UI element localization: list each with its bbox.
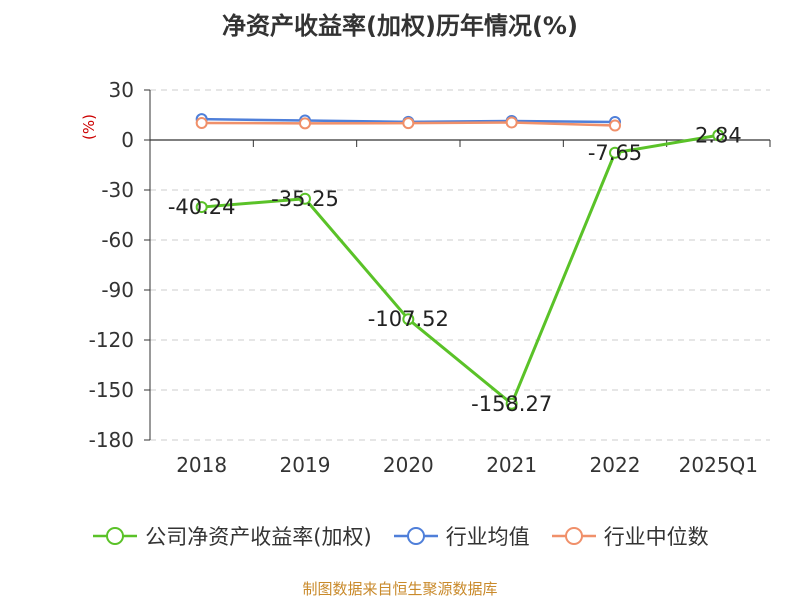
y-tick-label: -90 <box>101 278 134 302</box>
data-point <box>195 117 208 129</box>
legend-swatch-icon <box>393 527 438 545</box>
data-point <box>299 117 311 130</box>
legend-swatch-icon <box>551 527 596 545</box>
data-label: -40.24 <box>168 195 236 219</box>
data-label: -35.25 <box>271 187 339 211</box>
x-tick-label: 2022 <box>590 453 641 477</box>
x-tick-label: 2018 <box>176 453 227 477</box>
x-tick-label: 2020 <box>383 453 434 477</box>
series-line <box>201 133 719 406</box>
series-lines <box>195 113 725 410</box>
x-tick-label: 2025Q1 <box>679 453 758 477</box>
y-tick-label: -120 <box>89 328 134 352</box>
data-label: 2.84 <box>695 123 742 147</box>
y-tick-label: 0 <box>121 128 134 152</box>
legend-label: 行业中位数 <box>603 525 709 549</box>
data-point <box>609 146 621 159</box>
y-unit-label: (%) <box>80 114 98 140</box>
data-point <box>505 116 518 129</box>
y-tick-label: -60 <box>101 228 134 252</box>
data-point <box>402 313 415 326</box>
data-label: -107.52 <box>368 307 449 331</box>
y-tick-label: -150 <box>89 378 134 402</box>
data-label: -158.27 <box>471 392 552 416</box>
data-point <box>712 129 725 142</box>
y-tick-label: -30 <box>101 178 134 202</box>
legend-item[interactable]: 行业均值 <box>392 521 530 551</box>
x-tick-label: 2019 <box>280 453 331 477</box>
y-tick-label: -180 <box>89 428 134 452</box>
legend-label: 公司净资产收益率(加权) <box>145 525 372 549</box>
y-tick-label: 30 <box>109 78 134 102</box>
x-tick-label: 2021 <box>486 453 537 477</box>
legend: 公司净资产收益率(加权) 行业均值 行业中位数 <box>0 520 800 552</box>
data-point <box>402 117 415 130</box>
legend-swatch-icon <box>93 527 138 545</box>
chart-title: 净资产收益率(加权)历年情况(%) <box>222 12 578 40</box>
data-label: -7.65 <box>588 141 642 165</box>
data-point <box>195 201 208 214</box>
source-note: 制图数据来自恒生聚源数据库 <box>302 580 498 598</box>
axes: 30 0 -30 -60 -90 -120 -150 -180 2018 2019 2020 2021… <box>89 78 771 477</box>
legend-label: 行业均值 <box>445 525 530 549</box>
data-point <box>299 192 311 205</box>
grid-lines <box>150 89 770 441</box>
data-labels: -40.24 -35.25 -107.52 -158.27 -7.65 2.84 <box>168 123 742 416</box>
data-point <box>609 119 621 132</box>
legend-item[interactable]: 行业中位数 <box>550 521 709 551</box>
data-point <box>505 397 518 410</box>
legend-item[interactable]: 公司净资产收益率(加权) <box>91 521 372 551</box>
